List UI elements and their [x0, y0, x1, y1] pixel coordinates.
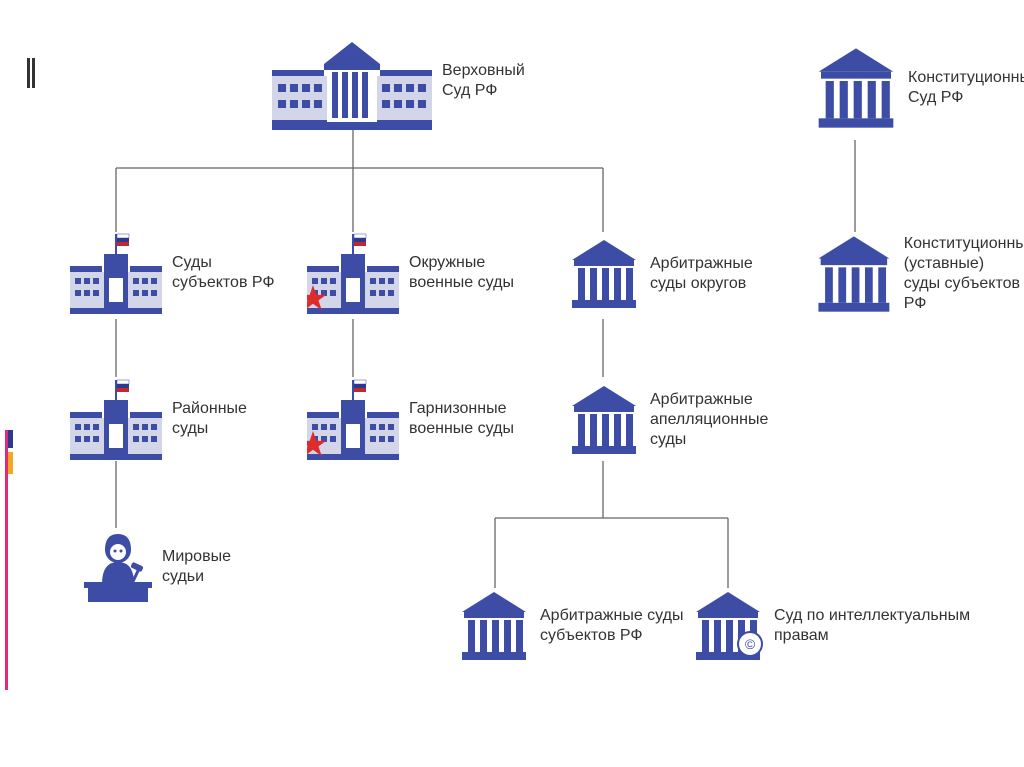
- node-label: Районные суды: [172, 399, 247, 439]
- pantheon-icon: [568, 384, 640, 456]
- node-arb-okrug: Арбитражные суды округов: [568, 238, 753, 310]
- node-label: Арбитражные апелляционные суды: [650, 390, 768, 450]
- pantheon-icon: [814, 232, 894, 316]
- node-arb-subj: Арбитражные суды субъектов РФ: [458, 590, 683, 662]
- pantheon-icon: [458, 590, 530, 662]
- govt-flag-icon: [70, 378, 162, 460]
- judge-icon: [84, 528, 152, 606]
- node-label: Суды субъектов РФ: [172, 253, 275, 293]
- node-garn-mil: Гарнизонные военные суды: [307, 378, 514, 460]
- big-gov-icon: [272, 32, 432, 130]
- deco-bar: [8, 452, 13, 474]
- deco-bar: [32, 58, 35, 88]
- node-label: Окружные военные суды: [409, 253, 514, 293]
- node-const-subj: Конституционные (уставные) суды субъекто…: [814, 232, 1024, 316]
- node-label: Конституционный Суд РФ: [908, 68, 1024, 108]
- deco-bar: [5, 430, 8, 690]
- node-supreme: Верховный Суд РФ: [272, 32, 525, 130]
- node-label: Мировые судьи: [162, 547, 231, 587]
- node-label: Верховный Суд РФ: [442, 61, 525, 101]
- node-label: Суд по интеллектуальным правам: [774, 606, 970, 646]
- deco-bar: [8, 430, 13, 448]
- node-label: Арбитражные суды округов: [650, 254, 753, 294]
- node-arb-appel: Арбитражные апелляционные суды: [568, 384, 768, 456]
- node-label: Арбитражные суды субъектов РФ: [540, 606, 683, 646]
- pantheon-icon: [568, 238, 640, 310]
- deco-bar: [27, 58, 30, 88]
- node-ip-court: Суд по интеллектуальным правам: [692, 590, 970, 662]
- govt-flag-star-icon: [307, 378, 399, 460]
- pantheon-c-icon: [692, 590, 764, 662]
- govt-flag-icon: [70, 232, 162, 314]
- govt-flag-star-icon: [307, 232, 399, 314]
- node-label: Гарнизонные военные суды: [409, 399, 514, 439]
- node-raion: Районные суды: [70, 378, 247, 460]
- pantheon-icon: [814, 46, 898, 130]
- node-mirov: Мировые судьи: [84, 528, 231, 606]
- node-const-top: Конституционный Суд РФ: [814, 46, 1024, 130]
- node-subj: Суды субъектов РФ: [70, 232, 275, 314]
- node-okrug-mil: Окружные военные суды: [307, 232, 514, 314]
- node-label: Конституционные (уставные) суды субъекто…: [904, 234, 1024, 314]
